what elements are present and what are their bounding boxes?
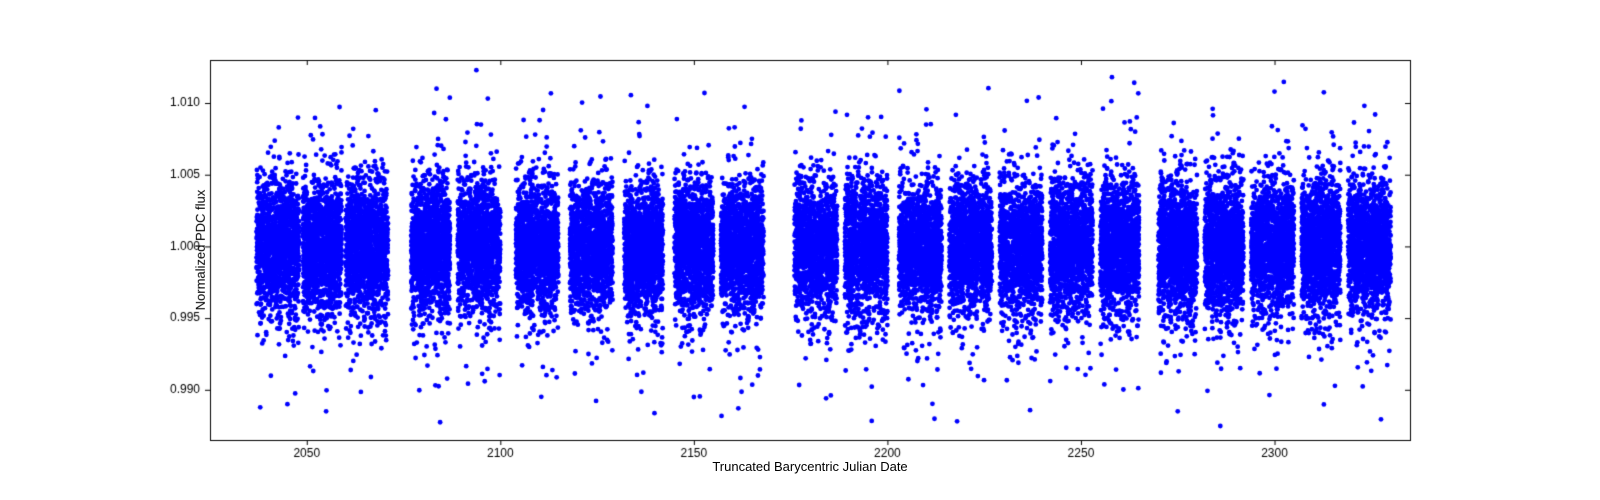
y-axis-label: Normalized PDC flux (193, 190, 208, 311)
lightcurve-scatter-chart: Truncated Barycentric Julian Date Normal… (0, 0, 1600, 500)
chart-canvas (0, 0, 1600, 500)
x-axis-label: Truncated Barycentric Julian Date (712, 459, 907, 474)
